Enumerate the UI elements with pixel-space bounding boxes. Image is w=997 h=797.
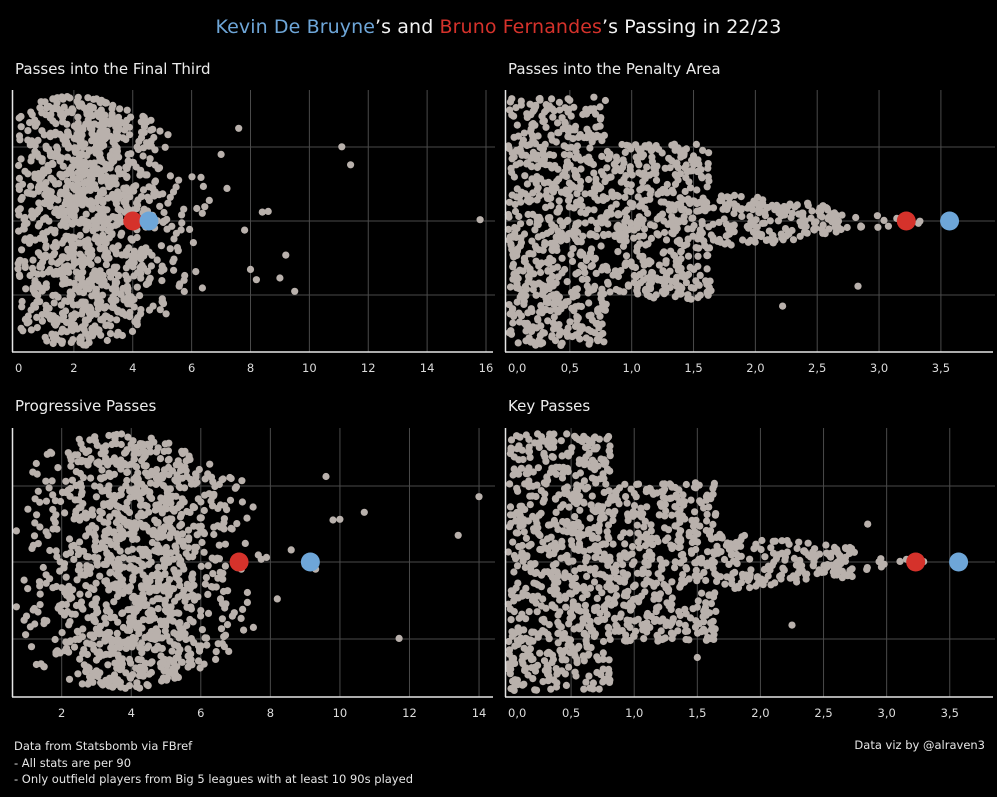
x-tick-label: 0,0 — [508, 361, 526, 375]
per90-note: - All stats are per 90 — [14, 755, 132, 770]
x-tick-label: 3,5 — [932, 361, 950, 375]
credit-note: Data viz by @alraven3 — [854, 738, 985, 752]
x-tick-label: 2,5 — [808, 361, 826, 375]
bruno-marker — [906, 552, 926, 572]
chart-progressive-passes: 2 4 6 8 10 12 14 — [11, 428, 495, 725]
x-tick-label: 3,0 — [878, 706, 896, 720]
x-tick-label: 2,0 — [746, 361, 764, 375]
x-tick-label: 10 — [333, 706, 348, 720]
x-tick-label: 2,0 — [751, 706, 769, 720]
player-dots — [14, 93, 484, 349]
chart-final-third: 0 2 4 6 8 10 12 14 16 — [11, 90, 495, 380]
bruno-marker — [123, 211, 143, 231]
title-suffix: ’s Passing in 22/23 — [602, 16, 782, 38]
x-tick-label: 0 — [15, 361, 22, 375]
x-tick-label: 16 — [479, 361, 494, 375]
filter-note: - Only outfield players from Big 5 leagu… — [14, 772, 413, 786]
x-tick-label: 14 — [472, 706, 487, 720]
player2-name: Bruno Fernandes — [439, 16, 603, 38]
x-tick-label: 12 — [402, 706, 417, 720]
x-tick-label: 1,5 — [688, 706, 706, 720]
player-dots — [504, 93, 924, 349]
x-tick-label: 10 — [302, 361, 317, 375]
title-connector: ’s and — [375, 16, 440, 38]
x-tick-label: 14 — [420, 361, 435, 375]
panel-title-progressive: Progressive Passes — [15, 397, 157, 415]
x-tick-label: 2 — [58, 706, 65, 720]
chart-svg: 0,0 0,5 1,0 1,5 2,0 2,5 3,0 3,5 — [504, 428, 995, 720]
bruno-marker — [896, 211, 916, 231]
x-tick-label: 1,0 — [625, 706, 643, 720]
x-tick-label: 12 — [361, 361, 376, 375]
chart-svg: 2 4 6 8 10 12 14 — [11, 428, 495, 720]
panel-title-final-third: Passes into the Final Third — [15, 60, 211, 78]
x-tick-label: 2,5 — [814, 706, 832, 720]
x-tick-label: 3,5 — [941, 706, 959, 720]
player-dots — [504, 430, 928, 694]
player-dots — [12, 430, 483, 692]
x-tick-label: 4 — [129, 361, 136, 375]
x-tick-label: 6 — [188, 361, 195, 375]
x-tick-label: 3,0 — [870, 361, 888, 375]
x-tick-label: 2 — [70, 361, 77, 375]
x-tick-label: 1,0 — [623, 361, 641, 375]
bruno-marker — [229, 552, 249, 572]
chart-svg: 0,0 0,5 1,0 1,5 2,0 2,5 3,0 3,5 — [504, 90, 995, 375]
kdb-marker — [300, 552, 320, 572]
chart-key-passes: 0,0 0,5 1,0 1,5 2,0 2,5 3,0 3,5 — [504, 428, 995, 725]
chart-svg: 0 2 4 6 8 10 12 14 16 — [11, 90, 495, 375]
panel-title-penalty-area: Passes into the Penalty Area — [508, 60, 721, 78]
player1-name: Kevin De Bruyne — [215, 16, 376, 38]
x-tick-label: 8 — [247, 361, 254, 375]
x-tick-label: 4 — [128, 706, 135, 720]
kdb-marker — [940, 211, 960, 231]
footer-notes: Data from Statsbomb via FBref - All stat… — [14, 738, 413, 788]
x-tick-label: 6 — [197, 706, 204, 720]
chart-penalty-area: 0,0 0,5 1,0 1,5 2,0 2,5 3,0 3,5 — [504, 90, 995, 380]
x-tick-label: 0,0 — [508, 706, 526, 720]
x-tick-label: 0,5 — [562, 706, 580, 720]
kdb-marker — [949, 552, 969, 572]
page-title: Kevin De Bruyne’s and Bruno Fernandes’s … — [0, 16, 997, 38]
x-tick-label: 1,5 — [684, 361, 702, 375]
kdb-marker — [139, 211, 159, 231]
source-note: Data from Statsbomb via FBref — [14, 739, 193, 753]
panel-title-key-passes: Key Passes — [508, 397, 591, 415]
x-tick-label: 0,5 — [561, 361, 579, 375]
x-tick-label: 8 — [267, 706, 274, 720]
